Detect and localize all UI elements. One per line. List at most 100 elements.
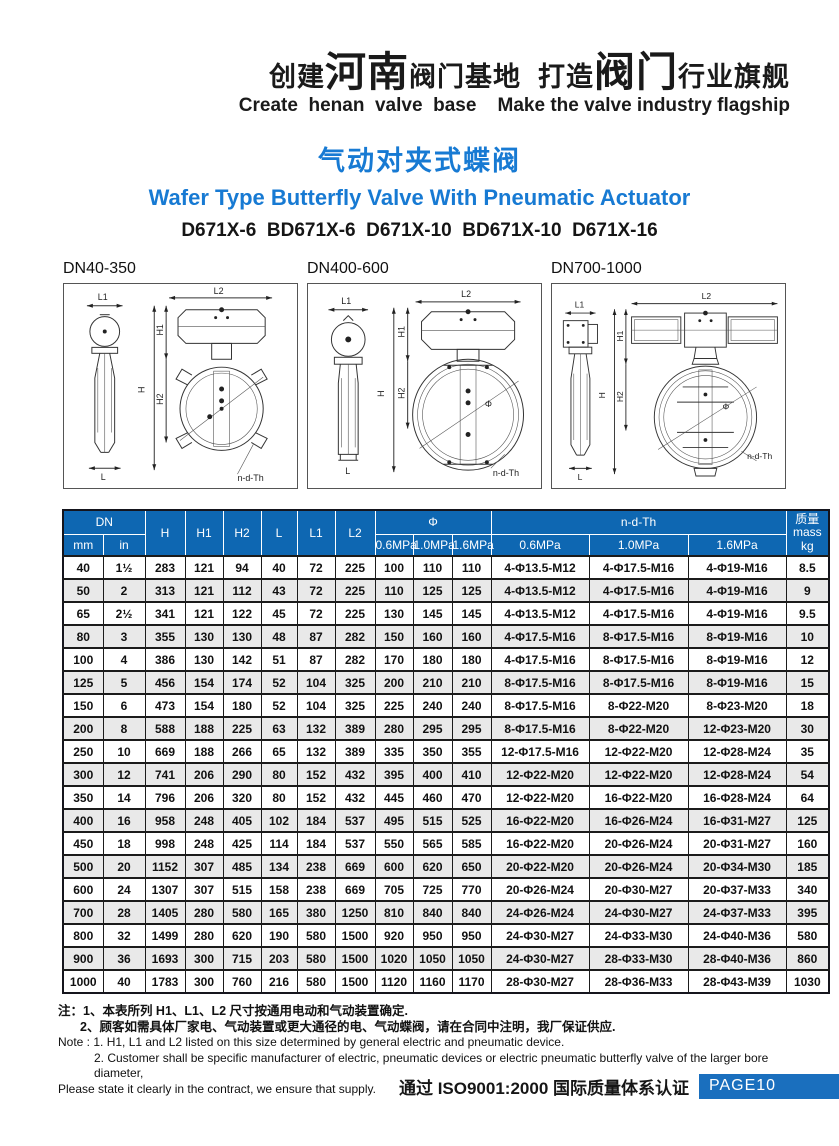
table-cell: 9 — [785, 578, 830, 603]
table-cell: 52 — [260, 670, 298, 695]
table-cell: 72 — [296, 601, 336, 626]
table-cell: 620 — [222, 923, 262, 948]
table-cell: 410 — [451, 762, 492, 787]
table-cell: 335 — [374, 739, 414, 764]
table-cell: 36 — [102, 946, 146, 971]
table-cell: 154 — [184, 693, 224, 718]
table-cell: 87 — [296, 624, 336, 649]
table-cell: 400 — [412, 762, 453, 787]
table-row: 80 3 355 130 130 48 87 282 150 160 160 4-Φ17.5-M16 8… — [62, 624, 830, 649]
table-cell: 110 — [374, 578, 414, 603]
table-cell: 1307 — [144, 877, 186, 902]
table-cell: 1500 — [334, 923, 376, 948]
table-cell: 470 — [451, 785, 492, 810]
table-cell: 400 — [62, 808, 104, 833]
table-cell: 63 — [260, 716, 298, 741]
table-cell: 432 — [334, 785, 376, 810]
table-row: 800 32 1499 280 620 190 580 1500 920 950 950 24-Φ30… — [62, 923, 830, 948]
table-cell: 495 — [374, 808, 414, 833]
table-cell: 121 — [184, 555, 224, 580]
col-header-ndth-16: 1.6MPa — [687, 534, 787, 557]
table-cell: 580 — [296, 969, 336, 994]
table-cell: 18 — [785, 693, 830, 718]
col-header-h1: H1 — [184, 510, 224, 557]
table-cell: 325 — [334, 693, 376, 718]
table-cell: 1030 — [785, 969, 830, 994]
table-cell: 10 — [785, 624, 830, 649]
table-cell: 705 — [374, 877, 414, 902]
note-en-1: Note : 1. H1, L1 and L2 listed on this s… — [58, 1035, 565, 1049]
table-cell: 3 — [102, 624, 146, 649]
table-cell: 150 — [62, 693, 104, 718]
spec-table-section: DN H H1 H2 L L1 L2 Φ n-d-Th 质量 mass kg — [62, 509, 839, 994]
table-cell: 8-Φ22-M20 — [588, 693, 689, 718]
table-cell: 4-Φ17.5-M16 — [588, 601, 689, 626]
col-header-ndth-06: 0.6MPa — [490, 534, 590, 557]
spec-table: DN H H1 H2 L L1 L2 Φ n-d-Th 质量 mass kg — [62, 509, 831, 994]
table-row: 900 36 1693 300 715 203 580 1500 1020 1050 1050 24-… — [62, 946, 830, 971]
table-cell: 1250 — [334, 900, 376, 925]
table-cell: 8-Φ17.5-M16 — [490, 716, 590, 741]
table-cell: 94 — [222, 555, 262, 580]
table-cell: 174 — [222, 670, 262, 695]
slogan-part: 创建 — [268, 62, 325, 92]
table-cell: 460 — [412, 785, 453, 810]
table-cell: 8-Φ17.5-M16 — [588, 670, 689, 695]
mass-label-cn: 质量 — [795, 511, 820, 526]
slogan-chinese: 创建河南阀门基地 打造阀门行业旗舰 — [0, 52, 790, 93]
table-cell: 238 — [296, 854, 336, 879]
table-cell: 216 — [260, 969, 298, 994]
table-cell: 20-Φ26-M24 — [588, 854, 689, 879]
dim-label-l1: L1 — [98, 292, 108, 302]
table-cell: 8.5 — [785, 555, 830, 580]
table-cell: 282 — [334, 647, 376, 672]
table-cell: 8-Φ23-M20 — [687, 693, 787, 718]
table-cell: 160 — [412, 624, 453, 649]
table-cell: 87 — [296, 647, 336, 672]
drawing-dn700-1000: DN700-1000 L1 L L2 — [551, 260, 786, 489]
dim-label-h1: H1 — [615, 330, 625, 341]
table-cell: 12-Φ22-M20 — [588, 762, 689, 787]
table-cell: 998 — [144, 831, 186, 856]
table-cell: 104 — [296, 670, 336, 695]
table-cell: 48 — [260, 624, 298, 649]
table-cell: 160 — [785, 831, 830, 856]
table-cell: 389 — [334, 716, 376, 741]
table-cell: 580 — [222, 900, 262, 925]
iso-certification-text: 通过 ISO9001:2000 国际质量体系认证 — [398, 1079, 689, 1098]
table-cell: 580 — [785, 923, 830, 948]
table-cell: 9.5 — [785, 601, 830, 626]
table-cell: 565 — [412, 831, 453, 856]
valve-drawing-icon: L1 L L2 — [562, 291, 778, 482]
table-cell: 1500 — [334, 946, 376, 971]
table-cell: 860 — [785, 946, 830, 971]
slogan-part-large: 阀门 — [594, 49, 678, 95]
table-cell: 35 — [785, 739, 830, 764]
table-cell: 796 — [144, 785, 186, 810]
col-header-mass: 质量 mass kg — [785, 510, 830, 557]
dim-label-l2: L2 — [461, 289, 471, 299]
table-cell: 210 — [412, 670, 453, 695]
table-cell: 184 — [296, 808, 336, 833]
table-cell: 280 — [184, 923, 224, 948]
table-cell: 669 — [334, 854, 376, 879]
table-cell: 200 — [62, 716, 104, 741]
col-header-in: in — [102, 534, 146, 557]
col-header-ndth: n-d-Th — [490, 510, 787, 535]
table-cell: 30 — [785, 716, 830, 741]
table-cell: 1050 — [412, 946, 453, 971]
table-cell: 132 — [296, 739, 336, 764]
dim-label-h1: H1 — [397, 326, 407, 337]
table-cell: 715 — [222, 946, 262, 971]
dim-label-h: H — [136, 386, 146, 392]
table-cell: 432 — [334, 762, 376, 787]
table-row: 200 8 588 188 225 63 132 389 280 295 295 8-Φ17.5-M1… — [62, 716, 830, 741]
table-cell: 180 — [451, 647, 492, 672]
table-cell: 537 — [334, 808, 376, 833]
dim-label-l1: L1 — [575, 299, 585, 309]
table-cell: 51 — [260, 647, 298, 672]
table-cell: 4-Φ13.5-M12 — [490, 555, 590, 580]
table-cell: 225 — [374, 693, 414, 718]
table-cell: 8-Φ17.5-M16 — [490, 670, 590, 695]
model-numbers: D671X-6 BD671X-6 D671X-10 BD671X-10 D671… — [181, 220, 658, 241]
